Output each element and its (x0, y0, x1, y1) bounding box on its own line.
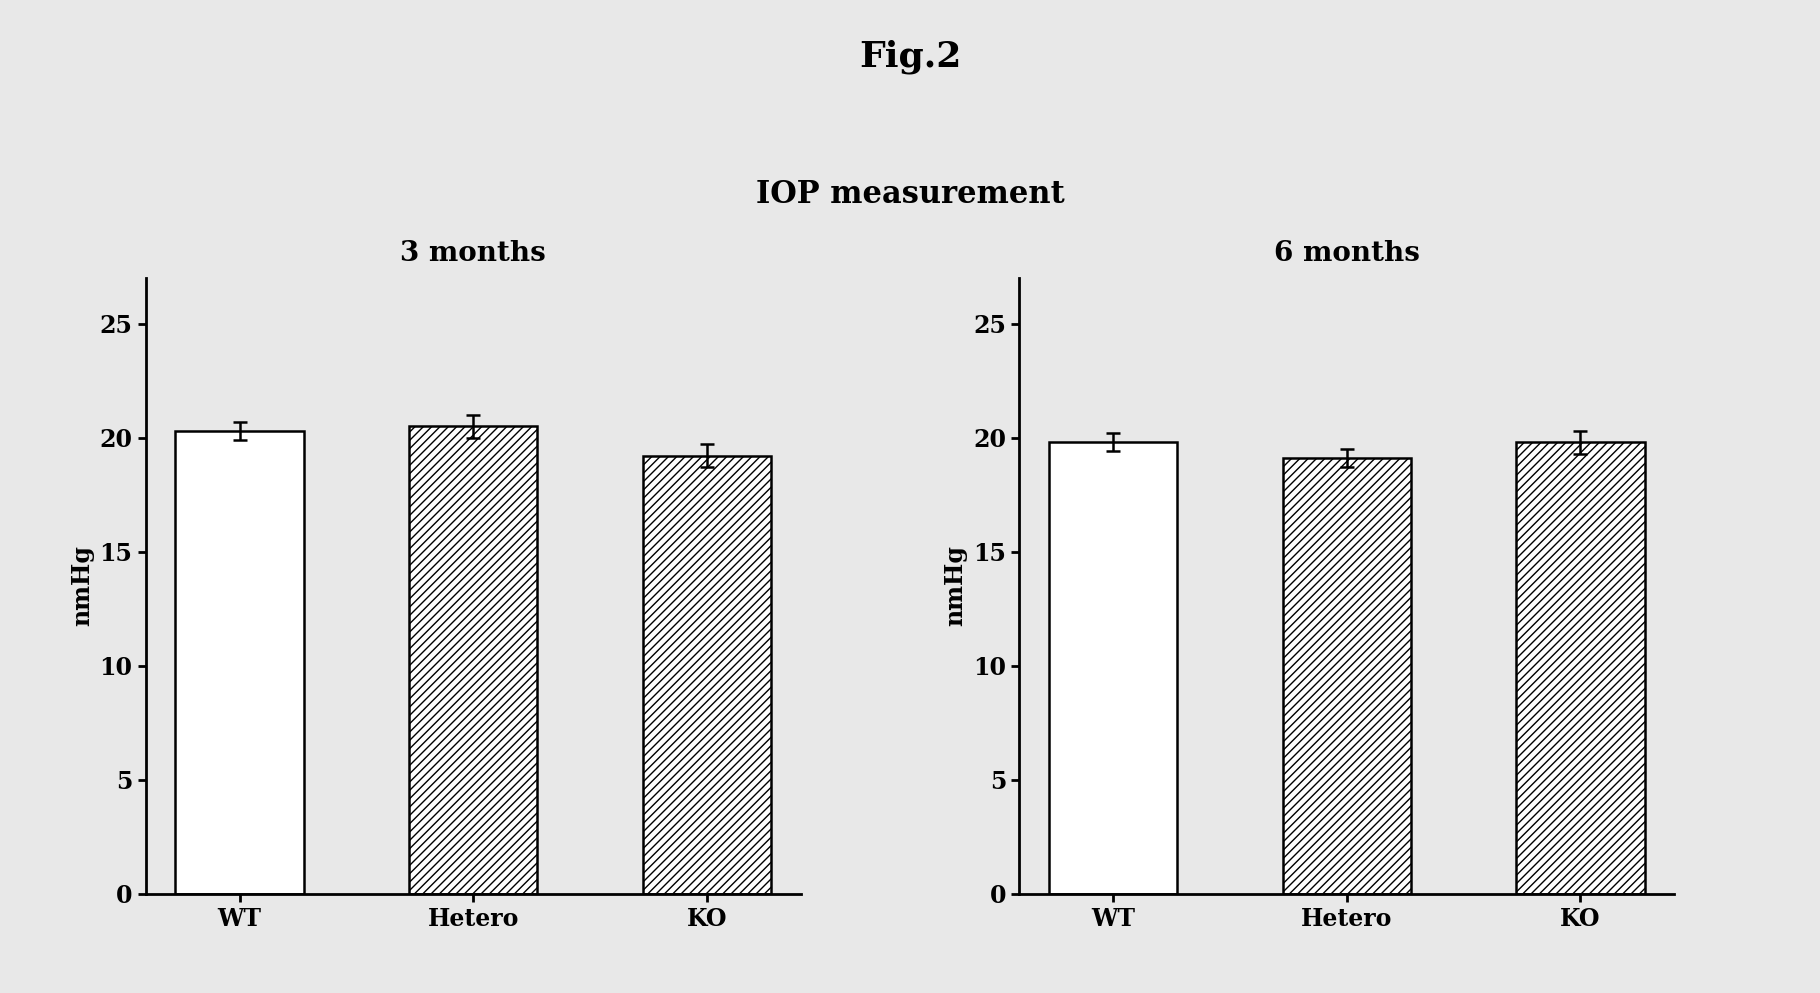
Y-axis label: nmHg: nmHg (69, 545, 95, 627)
Title: 3 months: 3 months (400, 240, 546, 267)
Bar (642, 456, 772, 894)
Bar (1516, 442, 1645, 894)
Text: IOP measurement: IOP measurement (755, 179, 1065, 210)
Bar (1283, 458, 1410, 894)
Bar (175, 431, 304, 894)
Y-axis label: nmHg: nmHg (943, 545, 968, 627)
Text: Fig.2: Fig.2 (859, 40, 961, 74)
Bar (1048, 442, 1178, 894)
Title: 6 months: 6 months (1274, 240, 1420, 267)
Bar (410, 426, 537, 894)
